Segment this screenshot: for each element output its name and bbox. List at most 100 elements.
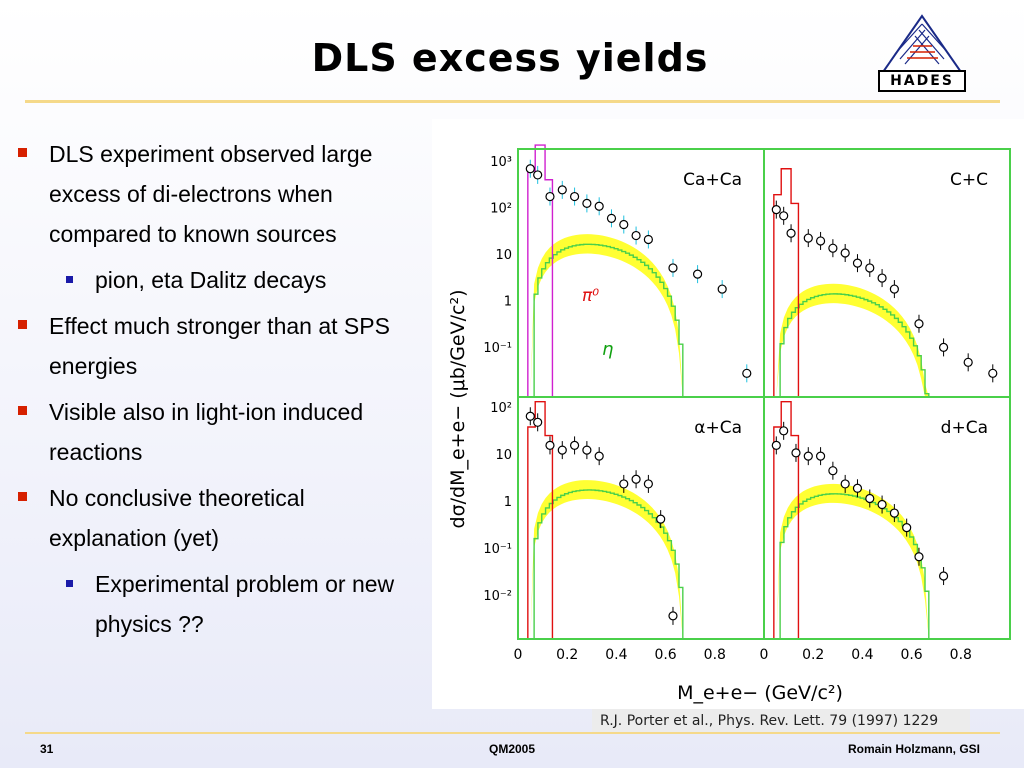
data-point: [631, 474, 641, 484]
square-bullet-icon: [18, 492, 27, 501]
dls-figure: dσ/dM_e+e− (μb/GeV/c²) M_e+e− (GeV/c²) C…: [432, 119, 1024, 709]
eta-annotation: η: [602, 339, 613, 360]
square-bullet-icon: [18, 320, 27, 329]
data-point: [889, 284, 899, 294]
data-point: [717, 284, 727, 294]
x-tick-label: 0.2: [802, 647, 824, 663]
data-point: [803, 451, 813, 461]
footer-center: QM2005: [488, 742, 536, 756]
panel-label: α+Ca: [694, 418, 742, 438]
bullet-item: No conclusive theoretical explanation (y…: [18, 478, 418, 558]
data-point: [525, 164, 535, 174]
eta-histogram: [776, 493, 933, 640]
panel-3: d+Ca: [763, 396, 1011, 640]
data-point: [938, 342, 949, 352]
data-point: [865, 263, 875, 273]
slide-title: DLS excess yields: [311, 36, 709, 80]
data-point: [533, 417, 543, 427]
data-point: [692, 269, 703, 279]
data-point: [852, 483, 863, 493]
sub-bullet-text: pion, eta Dalitz decays: [95, 267, 327, 293]
eta-histogram: [530, 489, 687, 640]
data-point: [791, 448, 801, 458]
bullet-item: Effect much stronger than at SPS energie…: [18, 306, 418, 386]
y-axis-label: dσ/dM_e+e− (μb/GeV/c²): [447, 290, 469, 529]
data-point: [865, 493, 875, 504]
x-tick-label: 0: [514, 647, 523, 663]
y-tick-label: 1: [504, 495, 512, 510]
y-tick-label: 10³: [490, 155, 512, 170]
data-point: [852, 258, 863, 268]
data-point: [668, 263, 678, 273]
x-tick-label: 0.4: [605, 647, 627, 663]
data-point: [815, 236, 826, 246]
data-point: [569, 440, 580, 450]
y-tick-label: 10⁻¹: [483, 542, 512, 557]
data-point: [668, 611, 678, 621]
sub-bullet-item: pion, eta Dalitz decays: [66, 260, 418, 300]
y-tick-label: 10⁻²: [483, 589, 512, 604]
eta-band: [776, 483, 929, 639]
data-point: [988, 368, 998, 378]
data-point: [840, 248, 850, 258]
data-point: [643, 479, 653, 489]
data-point: [803, 233, 813, 243]
logo-text: HADES: [878, 70, 966, 92]
panel-2: α+Ca: [517, 396, 765, 640]
data-point: [656, 514, 666, 524]
data-point: [569, 191, 580, 202]
data-point: [619, 479, 629, 489]
page-number: 31: [40, 742, 54, 756]
bullet-text: DLS experiment observed large excess of …: [49, 141, 373, 247]
panel-1: C+C: [763, 148, 1011, 398]
data-point: [582, 198, 592, 209]
x-tick-label: 0.4: [851, 647, 873, 663]
data-point: [914, 319, 924, 329]
y-tick-label: 10⁻¹: [483, 341, 512, 356]
citation: R.J. Porter et al., Phys. Rev. Lett. 79 …: [592, 709, 970, 733]
data-point: [779, 426, 789, 436]
data-point: [877, 273, 887, 283]
bullet-text: Visible also in light-ion induced reacti…: [49, 399, 364, 465]
data-point: [582, 445, 592, 455]
panel-frame: [763, 396, 1011, 640]
square-sub-bullet-icon: [66, 580, 73, 587]
panel-label: d+Ca: [941, 418, 988, 438]
bullet-list: DLS experiment observed large excess of …: [18, 134, 418, 650]
pi0-histogram: [773, 400, 800, 639]
pi0-annotation: π⁰: [582, 286, 599, 306]
data-point: [545, 440, 555, 450]
bullet-item: Visible also in light-ion induced reacti…: [18, 392, 418, 472]
eta-histogram: [776, 293, 933, 398]
top-divider: [25, 100, 1000, 103]
data-point: [557, 445, 567, 455]
data-point: [828, 466, 838, 476]
sub-bullet-text: Experimental problem or new physics ??: [95, 571, 395, 637]
data-point: [742, 368, 752, 378]
panel-0: Ca+Ca: [517, 144, 765, 398]
y-tick-label: 10: [495, 448, 512, 463]
x-axis-label: M_e+e− (GeV/c²): [677, 682, 843, 704]
data-point: [525, 411, 535, 421]
data-point: [877, 499, 887, 510]
pi0-histogram: [773, 168, 800, 397]
square-sub-bullet-icon: [66, 276, 73, 283]
data-point: [594, 451, 604, 461]
y-tick-label: 10²: [490, 202, 512, 217]
x-tick-label: 0.2: [556, 647, 578, 663]
y-tick-label: 1: [504, 295, 512, 310]
bottom-divider: [25, 732, 1000, 734]
data-point: [902, 523, 912, 533]
eta-band: [776, 283, 929, 397]
panel-label: C+C: [950, 170, 988, 190]
x-tick-label: 0.6: [900, 647, 922, 663]
data-point: [557, 185, 567, 195]
data-point: [594, 201, 604, 211]
sub-bullet-item: Experimental problem or new physics ??: [66, 564, 418, 644]
square-bullet-icon: [18, 148, 27, 157]
x-tick-label: 0.8: [704, 647, 726, 663]
data-point: [889, 508, 899, 518]
data-point: [840, 479, 850, 489]
y-tick-label: 10: [495, 248, 512, 263]
